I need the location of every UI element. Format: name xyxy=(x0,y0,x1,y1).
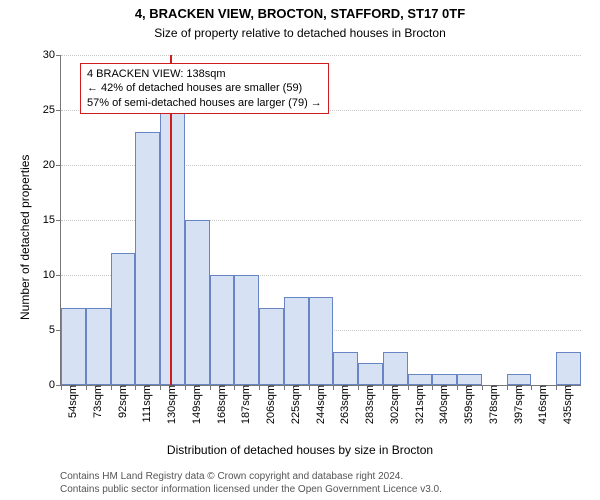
histogram-bar xyxy=(333,352,358,385)
gridline-h xyxy=(61,55,581,56)
xtick-label: 263sqm xyxy=(337,385,351,424)
xtick-label: 111sqm xyxy=(139,385,153,423)
xtick-label: 168sqm xyxy=(214,385,228,424)
xtick-label: 321sqm xyxy=(412,385,426,424)
histogram-bar xyxy=(457,374,482,385)
histogram-bar xyxy=(556,352,581,385)
annotation-line: 4 BRACKEN VIEW: 138sqm xyxy=(87,67,322,81)
histogram-bar xyxy=(135,132,160,385)
xtick-label: 435sqm xyxy=(560,385,574,424)
histogram-bar xyxy=(86,308,111,385)
chart-title: 4, BRACKEN VIEW, BROCTON, STAFFORD, ST17… xyxy=(0,6,600,21)
histogram-bar xyxy=(259,308,284,385)
xtick-label: 302sqm xyxy=(387,385,401,424)
footnote-line: Contains public sector information licen… xyxy=(60,483,442,496)
xtick-label: 244sqm xyxy=(313,385,327,424)
histogram-bar xyxy=(210,275,235,385)
annotation-line: 57% of semi-detached houses are larger (… xyxy=(87,96,322,110)
xtick-label: 54sqm xyxy=(65,385,79,418)
xtick-label: 340sqm xyxy=(436,385,450,424)
histogram-bar xyxy=(234,275,259,385)
ytick-label: 20 xyxy=(43,159,61,171)
ytick-label: 30 xyxy=(43,49,61,61)
xtick-label: 416sqm xyxy=(535,385,549,424)
histogram-bar xyxy=(185,220,210,385)
ytick-label: 0 xyxy=(49,379,61,391)
ytick-label: 10 xyxy=(43,269,61,281)
histogram-bar xyxy=(61,308,86,385)
histogram-bar xyxy=(284,297,309,385)
xtick-label: 397sqm xyxy=(511,385,525,424)
xtick-label: 206sqm xyxy=(263,385,277,424)
xtick-label: 130sqm xyxy=(164,385,178,424)
xtick-label: 73sqm xyxy=(90,385,104,418)
x-axis-label: Distribution of detached houses by size … xyxy=(0,443,600,457)
xtick-label: 149sqm xyxy=(189,385,203,424)
histogram-bar xyxy=(408,374,433,385)
histogram-bar xyxy=(507,374,532,385)
histogram-bar xyxy=(383,352,408,385)
xtick-label: 225sqm xyxy=(288,385,302,424)
histogram-bar xyxy=(309,297,334,385)
histogram-chart: 4, BRACKEN VIEW, BROCTON, STAFFORD, ST17… xyxy=(0,0,600,500)
y-axis-label: Number of detached properties xyxy=(18,155,32,320)
histogram-bar xyxy=(160,110,185,385)
histogram-bar xyxy=(432,374,457,385)
annotation-box: 4 BRACKEN VIEW: 138sqm ← 42% of detached… xyxy=(80,63,329,114)
annotation-line: ← 42% of detached houses are smaller (59… xyxy=(87,81,322,95)
footnote: Contains HM Land Registry data © Crown c… xyxy=(60,470,442,496)
xtick-label: 92sqm xyxy=(115,385,129,418)
ytick-label: 5 xyxy=(49,324,61,336)
xtick-label: 283sqm xyxy=(362,385,376,424)
xtick-label: 187sqm xyxy=(238,385,252,424)
xtick-label: 359sqm xyxy=(461,385,475,424)
histogram-bar xyxy=(358,363,383,385)
chart-subtitle: Size of property relative to detached ho… xyxy=(0,26,600,40)
footnote-line: Contains HM Land Registry data © Crown c… xyxy=(60,470,442,483)
histogram-bar xyxy=(111,253,136,385)
ytick-label: 25 xyxy=(43,104,61,116)
xtick-label: 378sqm xyxy=(486,385,500,424)
ytick-label: 15 xyxy=(43,214,61,226)
